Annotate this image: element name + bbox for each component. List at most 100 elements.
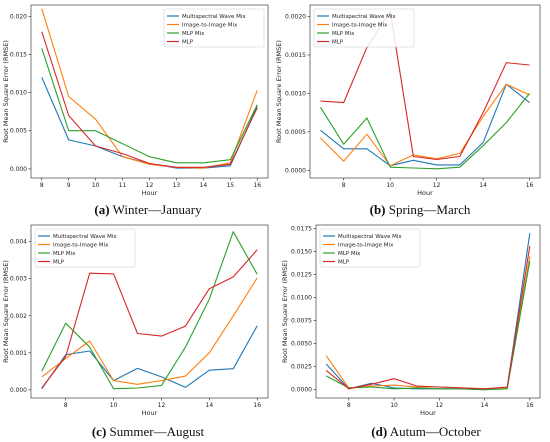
- panel-caption: (b) Spring—March: [370, 202, 471, 217]
- series-line-2: [41, 277, 258, 385]
- y-tick-label: 0.0050: [291, 341, 312, 348]
- y-tick-label: 0.001: [10, 350, 27, 357]
- y-tick-label: 0.003: [10, 276, 27, 283]
- y-tick-label: 0.0005: [285, 129, 306, 136]
- legend-label: MLP: [182, 40, 194, 46]
- x-tick-label: 16: [253, 182, 261, 189]
- x-tick-label: 14: [200, 182, 208, 189]
- legend-box: [163, 8, 265, 48]
- x-tick-label: 10: [386, 182, 394, 189]
- y-tick-label: 0.000: [10, 387, 27, 394]
- y-tick-label: 0.010: [10, 90, 27, 97]
- y-tick-label: 0.0100: [291, 295, 312, 302]
- x-tick-label: 12: [158, 402, 166, 409]
- series-line-4: [320, 10, 530, 161]
- panel-caption: (c) Summer—August: [92, 424, 205, 439]
- y-tick-label: 0.0000: [291, 387, 312, 394]
- caption-letter: (a): [94, 202, 109, 217]
- x-axis-label: Hour: [420, 409, 436, 417]
- legend-label: Image-to-Image Mix: [182, 23, 238, 29]
- x-tick-label: 16: [253, 402, 261, 409]
- x-tick-label: 8: [64, 402, 68, 409]
- x-tick-label: 16: [526, 402, 534, 409]
- legend-label: Multispectral Wave Mix: [182, 14, 246, 20]
- y-axis-label: Root Mean Square Error (RMSE): [2, 40, 10, 143]
- x-tick-label: 15: [226, 182, 234, 189]
- x-tick-label: 11: [119, 182, 127, 189]
- y-tick-label: 0.0010: [285, 90, 306, 97]
- x-tick-label: 8: [40, 182, 44, 189]
- series-line-2: [325, 256, 531, 390]
- caption-title: Winter—January: [110, 202, 203, 217]
- x-axis-label: Hour: [142, 189, 158, 197]
- x-tick-label: 14: [206, 402, 214, 409]
- series-line-3: [41, 231, 258, 390]
- caption-letter: (c): [92, 424, 106, 439]
- y-tick-label: 0.000: [10, 166, 27, 173]
- y-tick-label: 0.0025: [291, 364, 312, 371]
- x-tick-label: 8: [347, 402, 351, 409]
- panel-caption: (d) Autum—October: [371, 424, 481, 439]
- legend-label: Multispectral Wave Mix: [53, 234, 117, 240]
- x-tick-label: 10: [92, 182, 100, 189]
- y-tick-label: 0.0020: [285, 14, 306, 21]
- caption-letter: (d): [371, 424, 387, 439]
- legend-label: MLP Mix: [182, 31, 205, 37]
- y-tick-label: 0.0075: [291, 318, 312, 325]
- legend-label: Multispectral Wave Mix: [338, 234, 402, 240]
- y-axis-label: Root Mean Square Error (RMSE): [275, 40, 283, 143]
- panel-caption: (a) Winter—January: [94, 202, 202, 217]
- series-line-1: [41, 325, 258, 390]
- legend-label: MLP: [53, 260, 65, 266]
- axes-frame: [315, 224, 541, 399]
- caption-title: Autum—October: [387, 424, 481, 439]
- chart-panel-3: 8 10 12 14 16 0.000 0.001 0.002 0.003 0.004 Hour Ro…: [2, 224, 269, 439]
- y-tick-label: 0.015: [10, 52, 27, 59]
- y-axis-label: Root Mean Square Error (RMSE): [281, 260, 289, 363]
- x-tick-label: 13: [173, 182, 181, 189]
- axes-frame: [309, 4, 541, 179]
- series-line-3: [41, 48, 258, 164]
- x-tick-label: 12: [435, 402, 443, 409]
- y-axis-label: Root Mean Square Error (RMSE): [2, 260, 10, 363]
- y-tick-label: 0.0015: [285, 52, 306, 59]
- axes-frame: [30, 224, 269, 399]
- y-tick-label: 0.0175: [291, 226, 312, 233]
- x-tick-label: 16: [526, 182, 534, 189]
- legend-label: Image-to-Image Mix: [338, 243, 394, 249]
- legend-label: MLP: [332, 40, 344, 46]
- series-line-3: [325, 260, 531, 391]
- legend-label: Image-to-Image Mix: [332, 23, 388, 29]
- legend-label: MLP Mix: [338, 251, 361, 257]
- legend-box: [34, 228, 136, 268]
- series-line-4: [41, 31, 258, 168]
- x-axis-label: Hour: [417, 189, 433, 197]
- x-tick-label: 14: [481, 402, 489, 409]
- chart-panel-1: 8 9 10 11 12 13 14 15 16 0.000 0.005 0.010 0.015 0.02…: [2, 4, 269, 217]
- y-tick-label: 0.020: [10, 13, 27, 20]
- series-line-3: [320, 93, 530, 170]
- series-line-2: [320, 83, 530, 167]
- caption-title: Summer—August: [106, 424, 204, 439]
- x-tick-label: 14: [479, 182, 487, 189]
- y-tick-label: 0.0125: [291, 272, 312, 279]
- y-tick-label: 0.002: [10, 313, 27, 320]
- legend-label: MLP Mix: [332, 31, 355, 37]
- legend-label: MLP: [338, 260, 350, 266]
- y-tick-label: 0.004: [10, 239, 27, 246]
- series-line-1: [41, 77, 258, 169]
- legend-label: Image-to-Image Mix: [53, 243, 109, 249]
- chart-panel-4: 8 10 12 14 16 0.0000 0.0025 0.0050 0.0075 0.0100 0…: [281, 224, 541, 439]
- series-line-1: [320, 83, 530, 167]
- caption-title: Spring—March: [386, 202, 471, 217]
- x-tick-label: 10: [390, 402, 398, 409]
- x-tick-label: 10: [110, 402, 118, 409]
- y-tick-label: 0.0150: [291, 249, 312, 256]
- series-line-2: [41, 8, 258, 169]
- x-tick-label: 8: [342, 182, 346, 189]
- x-axis-label: Hour: [142, 409, 158, 417]
- y-tick-label: 0.005: [10, 128, 27, 135]
- x-tick-label: 9: [67, 182, 71, 189]
- legend-label: MLP Mix: [53, 251, 76, 257]
